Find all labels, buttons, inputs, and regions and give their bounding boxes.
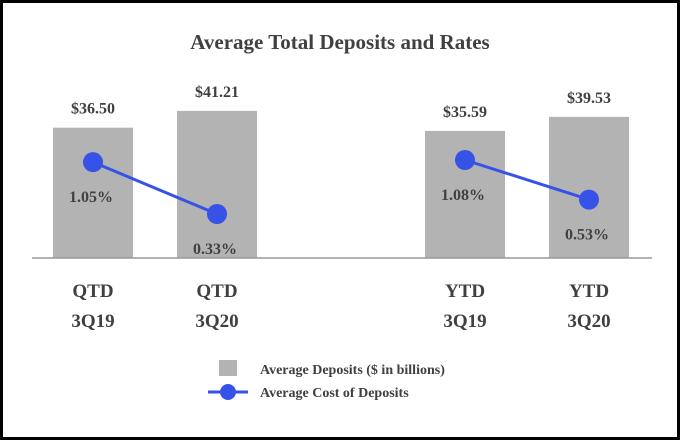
category-label-3-line-1: 3Q20 (567, 311, 610, 332)
rate-value-label-0: 1.05% (69, 189, 113, 206)
bars-group (53, 110, 629, 258)
rate-line-segment-1 (464, 158, 590, 202)
category-label-2-line-0: YTD (445, 281, 485, 302)
rate-point-1 (207, 204, 227, 224)
bar-value-label-1: $41.21 (195, 84, 239, 101)
bar-value-label-0: $36.50 (71, 101, 115, 118)
legend-label-deposits: Average Deposits ($ in billions) (260, 363, 445, 378)
category-label-2-line-1: 3Q19 (443, 311, 486, 332)
category-label-1-line-0: QTD (196, 281, 237, 302)
rate-point-3 (579, 189, 599, 210)
category-labels-group: QTD 3Q19 QTD 3Q20 YTD 3Q19 YTD 3Q20 (71, 281, 610, 332)
category-label-1-line-1: 3Q20 (195, 311, 238, 332)
bar-value-label-2: $35.59 (443, 104, 487, 121)
category-label-3-line-0: YTD (569, 281, 609, 302)
bar-value-label-3: $39.53 (567, 90, 611, 107)
rate-value-label-2: 1.08% (441, 187, 485, 204)
legend: Average Deposits ($ in billions) Average… (208, 360, 445, 401)
bar-0 (53, 127, 133, 258)
rate-line-segment-0 (92, 160, 218, 216)
rate-value-label-3: 0.53% (565, 227, 609, 244)
bar-labels-group: $36.50 $41.21 $35.59 $39.53 (71, 84, 611, 121)
rate-lines-group (83, 150, 599, 224)
chart-title: Average Total Deposits and Rates (190, 30, 489, 54)
category-label-0-line-1: 3Q19 (71, 311, 114, 332)
rate-labels-group: 1.05% 0.33% 1.08% 0.53% (69, 187, 609, 258)
rate-point-0 (83, 152, 103, 173)
rate-value-label-1: 0.33% (193, 241, 237, 258)
legend-label-cost: Average Cost of Deposits (260, 386, 409, 401)
legend-marker-cost (220, 384, 236, 400)
legend-swatch-deposits (219, 360, 237, 376)
bar-3 (549, 116, 629, 258)
category-label-0-line-0: QTD (72, 281, 113, 302)
bar-1 (177, 110, 257, 258)
rate-point-2 (455, 150, 475, 170)
